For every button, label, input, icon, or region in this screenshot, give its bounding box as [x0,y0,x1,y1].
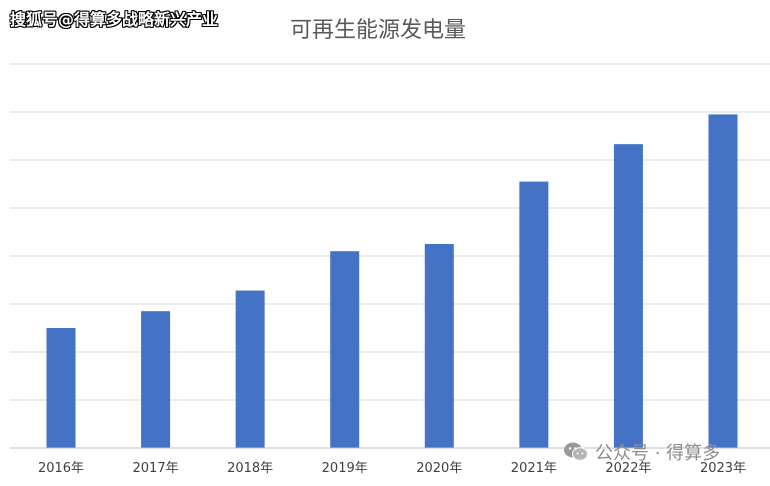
chart-title: 可再生能源发电量 [290,18,466,43]
x-tick-label: 2022年 [605,461,651,476]
bar [235,290,265,448]
bar [46,328,76,448]
x-tick-label: 2019年 [322,461,368,476]
bottom-watermark: 公众号 · 得算多 [563,439,720,465]
gridlines [10,63,770,401]
x-tick-label: 2023年 [700,461,746,476]
bar [424,244,454,448]
bars [46,114,738,449]
bar [141,311,171,448]
bar [519,181,549,448]
x-tick-label: 2021年 [511,461,557,476]
bar [330,251,360,448]
bar [613,144,643,448]
x-tick-label: 2016年 [38,461,84,476]
x-tick-labels: 2016年 2017年 2018年 2019年 2020年 2021年 2022年 2023年 [38,461,746,476]
top-watermark: 搜狐号@得算多战略新兴产业 [10,10,219,29]
bottom-watermark-text: 公众号 · 得算多 [595,443,721,464]
x-tick-label: 2017年 [133,461,179,476]
x-tick-label: 2020年 [416,461,462,476]
wechat-icon [564,442,588,461]
bar [708,114,738,449]
x-tick-label: 2018年 [227,461,273,476]
